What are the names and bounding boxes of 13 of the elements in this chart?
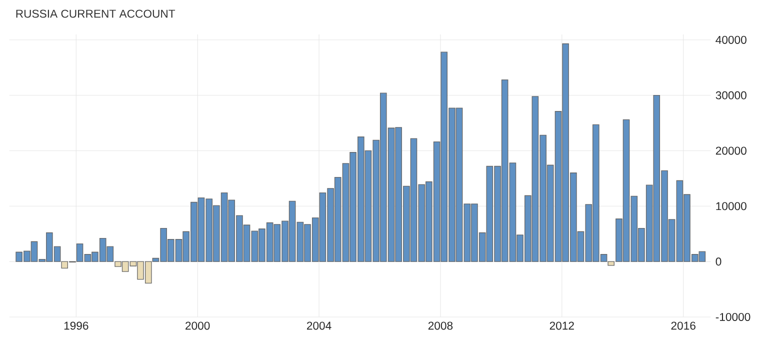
- y-tick-label: 20000: [716, 146, 746, 155]
- y-tick-label: -10000: [716, 312, 750, 321]
- x-tick-label: 2008: [428, 322, 453, 330]
- y-tick-label: 0: [716, 258, 722, 266]
- x-tick-label: 2000: [186, 322, 210, 330]
- chart-title: RUSSIA CURRENT ACCOUNT: [16, 10, 176, 18]
- y-tick-label: 40000: [716, 36, 746, 44]
- y-tick-label: 10000: [716, 202, 746, 210]
- x-tick-label: 1996: [64, 322, 88, 330]
- x-tick-label: 2012: [550, 322, 574, 330]
- x-tick-label: 2016: [671, 322, 696, 330]
- x-tick-label: 2004: [306, 322, 332, 330]
- y-tick-label: 30000: [716, 91, 746, 100]
